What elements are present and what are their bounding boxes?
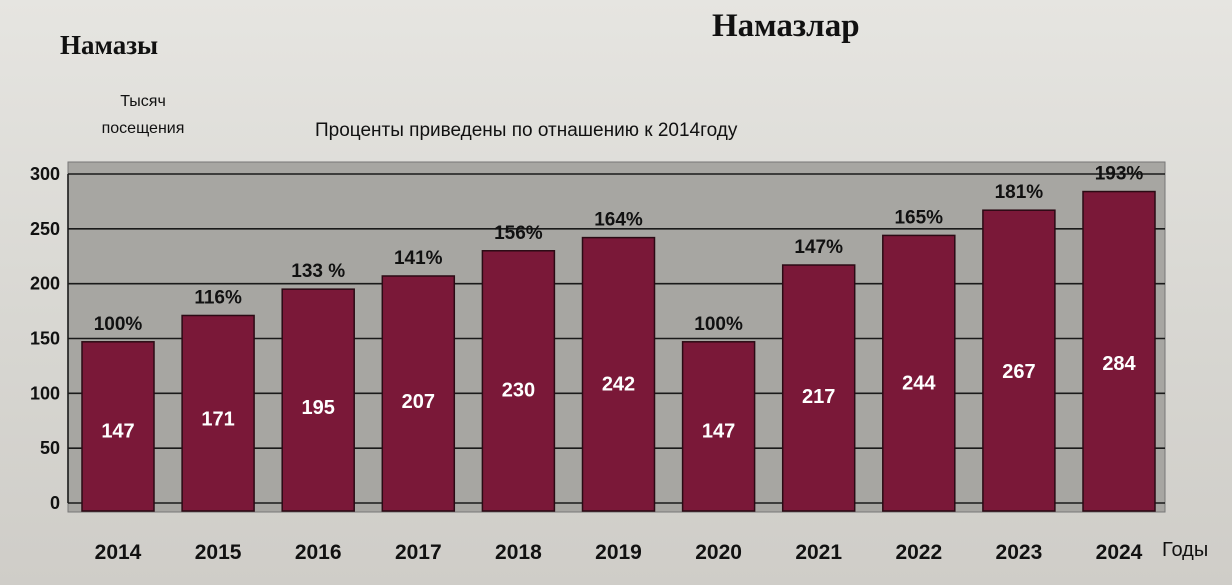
- y-axis-label-line-1: Тысяч: [120, 93, 166, 110]
- y-axis-label: Тысяч посещения: [88, 88, 198, 142]
- bar-value-label: 267: [1002, 361, 1035, 383]
- bar-percent-label: 100%: [694, 314, 743, 335]
- bar-percent-label: 156%: [494, 223, 543, 244]
- bar-value-label: 242: [602, 374, 635, 396]
- bar-percent-label: 147%: [794, 237, 843, 258]
- bar-value-label: 147: [101, 420, 134, 442]
- x-tick-label: 2015: [195, 541, 242, 564]
- y-tick-label: 150: [30, 329, 60, 349]
- x-axis-unit-label: Годы: [1162, 539, 1208, 561]
- bar-percent-label: 141%: [394, 248, 443, 269]
- chart-title: Намазлар: [712, 8, 860, 44]
- x-tick-label: 2017: [395, 541, 442, 564]
- x-tick-label: 2023: [996, 541, 1043, 564]
- x-tick-label: 2020: [695, 541, 742, 564]
- bar: [882, 234, 956, 512]
- y-tick-label: 300: [30, 164, 60, 184]
- y-tick-label: 250: [30, 219, 60, 239]
- x-tick-label: 2022: [895, 541, 942, 564]
- bar: [381, 275, 456, 512]
- x-tick-label: 2024: [1096, 541, 1143, 564]
- y-tick-label: 200: [30, 274, 60, 294]
- bar-value-label: 147: [702, 420, 735, 442]
- x-tick-label: 2014: [95, 541, 142, 564]
- bar-value-label: 284: [1102, 353, 1136, 375]
- bar-percent-label: 165%: [894, 207, 943, 228]
- bar: [982, 209, 1056, 512]
- bar: [681, 341, 756, 512]
- x-tick-label: 2018: [495, 541, 542, 564]
- bar-value-label: 195: [302, 397, 335, 419]
- y-tick-label: 100: [30, 383, 60, 403]
- bar-percent-label: 164%: [594, 210, 643, 231]
- bar-value-label: 207: [402, 391, 435, 413]
- bar-percent-label: 193%: [1095, 164, 1144, 185]
- y-tick-label: 50: [40, 438, 60, 458]
- bar: [581, 236, 656, 512]
- x-tick-label: 2021: [795, 541, 842, 564]
- y-axis-label-line-2: посещения: [101, 120, 185, 137]
- bar: [481, 250, 556, 512]
- bar-value-label: 217: [802, 386, 835, 408]
- bar: [1082, 190, 1156, 512]
- y-tick-label: 0: [50, 493, 60, 513]
- bar-percent-label: 100%: [94, 314, 143, 335]
- x-tick-label: 2019: [595, 541, 642, 564]
- bar: [181, 314, 255, 512]
- x-tick-label: 2016: [295, 541, 342, 564]
- bar-percent-label: 116%: [194, 287, 242, 308]
- bar: [81, 341, 155, 512]
- bar: [781, 264, 856, 512]
- bar-value-label: 171: [201, 409, 234, 431]
- bar-value-label: 244: [902, 373, 936, 395]
- bar: [281, 288, 355, 512]
- chart-subtitle: Проценты приведены по отнашению к 2014го…: [315, 120, 738, 141]
- bar-percent-label: 181%: [995, 182, 1044, 203]
- left-title: Намазы: [60, 30, 159, 60]
- bar-percent-label: 133 %: [291, 261, 345, 282]
- bar-value-label: 230: [502, 379, 535, 401]
